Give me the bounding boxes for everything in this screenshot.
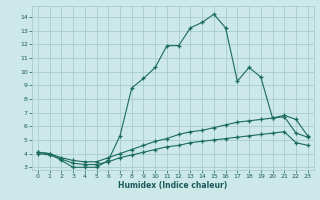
X-axis label: Humidex (Indice chaleur): Humidex (Indice chaleur) bbox=[118, 181, 228, 190]
